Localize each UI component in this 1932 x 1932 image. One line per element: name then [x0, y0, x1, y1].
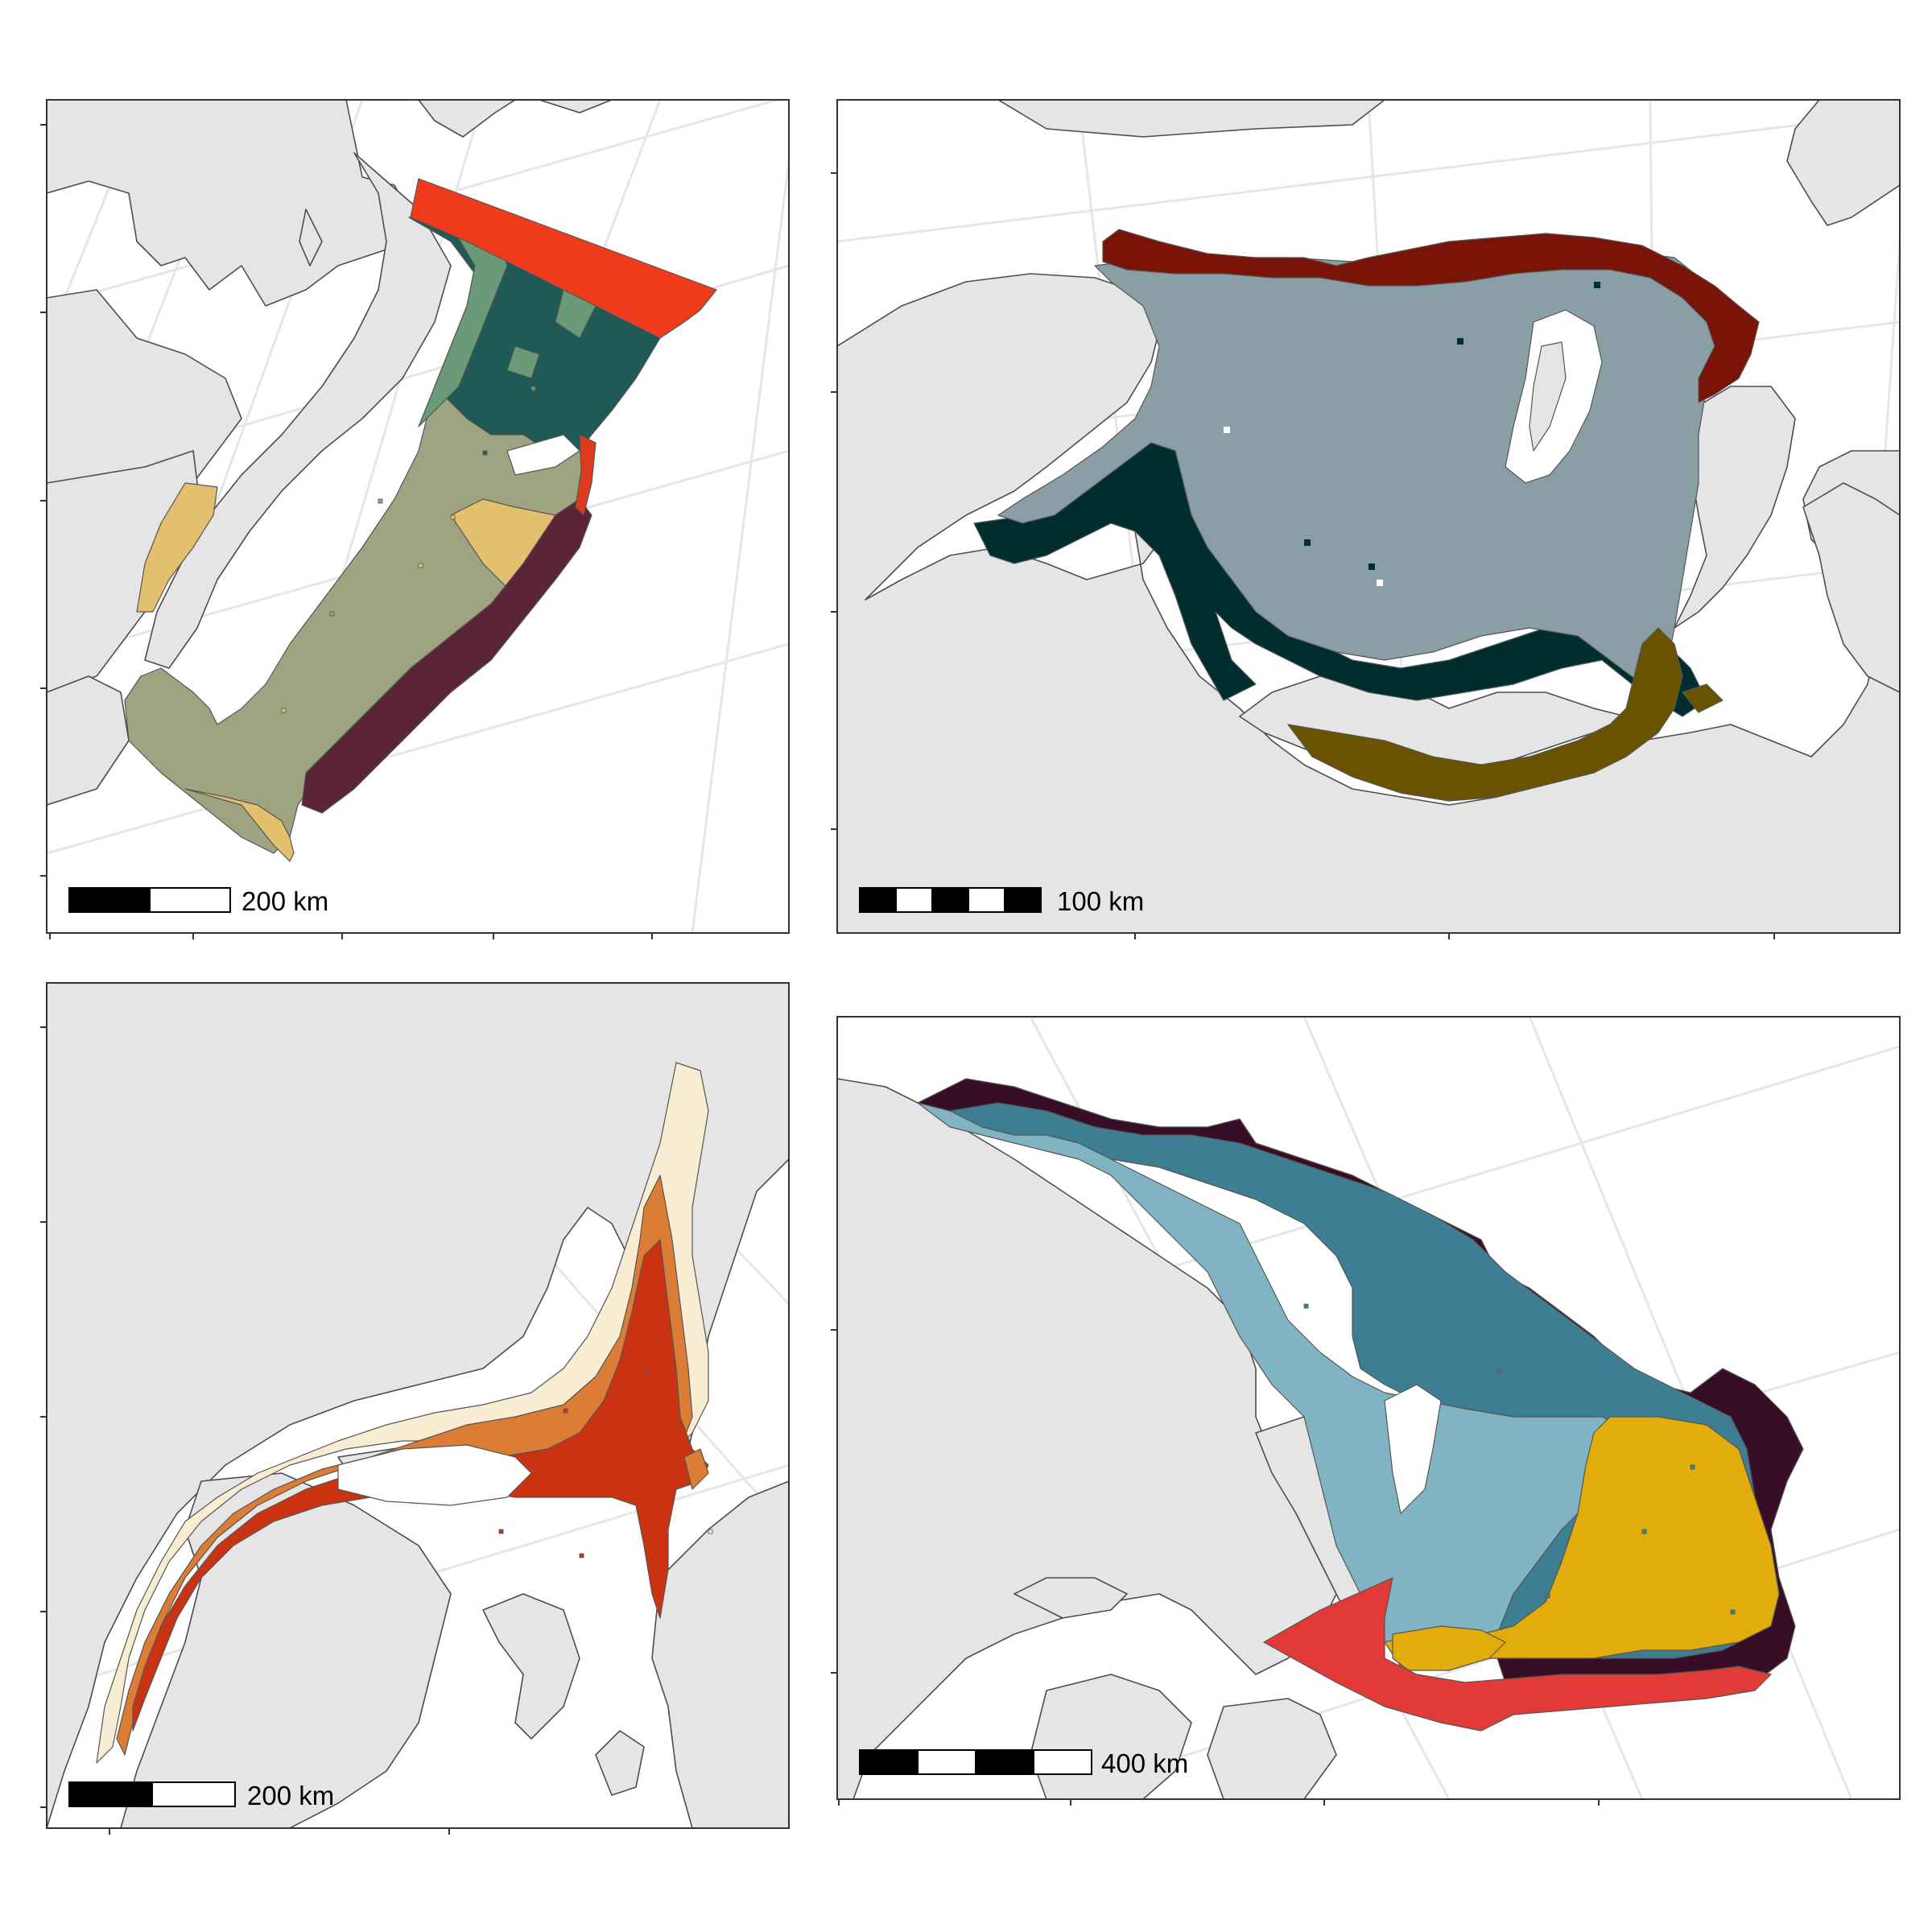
scale-bar-label: 400 km — [1101, 1748, 1188, 1778]
map-panel-top-right: 100 km — [831, 99, 1901, 939]
scale-bar-label: 200 km — [247, 1781, 334, 1810]
scale-bar: 200 km — [68, 1781, 334, 1810]
axis-ticks — [40, 124, 653, 939]
habitat-regions — [973, 229, 1760, 802]
grid-cell-dots — [281, 386, 536, 713]
panel-frame — [836, 1016, 1901, 1800]
axis-ticks — [40, 1026, 450, 1835]
grid-cell-dots — [1303, 1303, 1736, 1615]
land — [47, 983, 789, 1828]
region-maroon — [301, 498, 592, 814]
grid-cell-dots — [1224, 282, 1600, 586]
scale-bar: 100 km — [859, 886, 1144, 916]
habitat-regions — [96, 1062, 709, 1764]
region-light-blue — [917, 1102, 1635, 1667]
axis-ticks — [831, 1329, 1600, 1806]
panel-frame — [836, 99, 1901, 934]
region-coral — [1263, 1577, 1772, 1732]
scale-bar-label: 200 km — [242, 886, 328, 916]
region-red-edge — [575, 434, 597, 516]
map-panel-bottom-right: 400 km — [831, 1016, 1901, 1806]
region-gold — [1384, 1416, 1780, 1667]
scale-bar: 200 km — [68, 886, 328, 916]
island-water — [337, 1444, 532, 1506]
scale-bar: 400 km — [859, 1748, 1188, 1778]
region-brown — [1287, 627, 1724, 802]
island-land — [1529, 341, 1567, 452]
panel-frame — [46, 982, 790, 1829]
habitat-regions — [124, 178, 717, 862]
region-orange-east — [683, 1448, 709, 1490]
inner-water — [506, 434, 580, 476]
map-panel-top-left: 200 km — [40, 99, 790, 939]
inner-water — [1384, 1384, 1442, 1514]
axis-ticks — [831, 172, 1775, 939]
region-gold-west — [1392, 1625, 1506, 1671]
grid-cell-dots — [498, 1368, 713, 1558]
region-dark-red — [1102, 229, 1760, 403]
scale-bar-label: 100 km — [1057, 886, 1144, 916]
map-panel-bottom-left: 200 km — [40, 982, 790, 1835]
panel-frame — [46, 99, 790, 934]
region-red — [410, 178, 717, 339]
habitat-regions — [917, 1078, 1804, 1732]
